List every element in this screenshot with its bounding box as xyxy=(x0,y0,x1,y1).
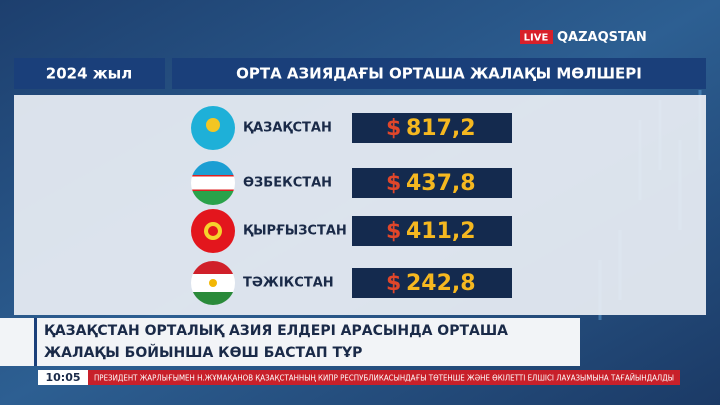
value: 437,8 xyxy=(406,171,476,196)
headline-line: ҚАЗАҚСТАН ОРТАЛЫҚ АЗИЯ ЕЛДЕРІ АРАСЫНДА О… xyxy=(44,323,508,339)
flag-kz xyxy=(191,106,235,150)
live-label: LIVE xyxy=(524,33,549,44)
country: ӨЗБЕКСТАН xyxy=(243,176,332,191)
value-box xyxy=(352,216,512,246)
title: ОРТА АЗИЯДАҒЫ ОРТАША ЖАЛАҚЫ МӨЛШЕРІ xyxy=(236,65,642,83)
currency: $ xyxy=(386,219,401,244)
country: ҚЫРҒЫЗСТАН xyxy=(243,224,347,239)
headline-line: ЖАЛАҚЫ БОЙЫНША КӨШ БАСТАП ТҰР xyxy=(44,344,362,361)
headline-box xyxy=(0,318,580,366)
flag-kg xyxy=(191,209,235,253)
value-box xyxy=(352,168,512,198)
headline-accent xyxy=(34,318,37,366)
title-box xyxy=(172,58,706,89)
live-badge xyxy=(520,30,553,44)
ticker-text: ПРЕЗИДЕНТ ЖАРЛЫҒЫМЕН Н.ЖҰМАҚАНОВ ҚАЗАҚСТ… xyxy=(94,372,674,383)
flag-uz xyxy=(191,161,235,205)
currency: $ xyxy=(386,116,401,141)
currency: $ xyxy=(386,271,401,296)
currency: $ xyxy=(386,171,401,196)
value: 242,8 xyxy=(406,271,476,296)
clock-box xyxy=(38,370,88,385)
value: 411,2 xyxy=(406,219,476,244)
country: ТӘЖІКСТАН xyxy=(243,276,334,291)
value: 817,2 xyxy=(406,116,476,141)
value-box xyxy=(352,113,512,143)
country: ҚАЗАҚСТАН xyxy=(243,121,332,136)
flag-tj xyxy=(191,261,235,305)
year-box xyxy=(14,58,165,89)
ticker-box xyxy=(88,370,680,385)
channel-logo: QAZAQSTAN xyxy=(557,30,647,45)
year: 2024 жыл xyxy=(46,65,132,83)
clock: 10:05 xyxy=(45,371,80,384)
value-box xyxy=(352,268,512,298)
